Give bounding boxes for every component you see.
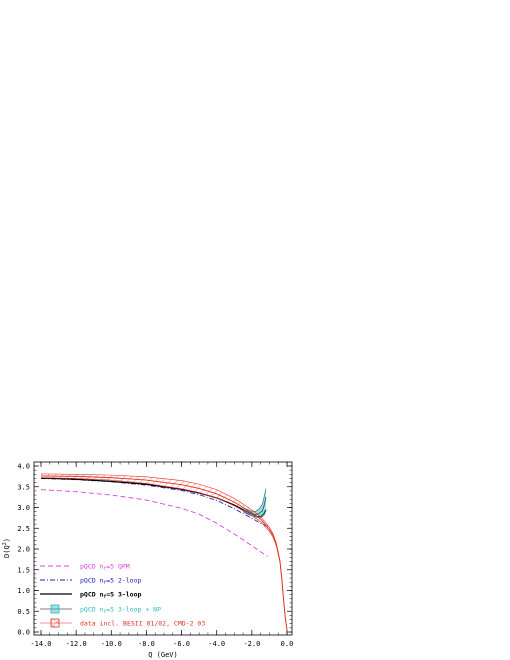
x-tick-label: -4.0 (208, 640, 225, 648)
y-tick-label: 2.0 (17, 546, 30, 554)
y-tick-label: 2.5 (17, 525, 30, 533)
legend-label: pQCD nf=5 QPM (80, 562, 130, 572)
x-tick-label: -6.0 (173, 640, 190, 648)
axes: -14.0 -12.0 -10.0 -8.0 -6.0 -4.0 -2.0 0.0 0.0 0.5… (17, 462, 293, 648)
series-4-upper-edge (40, 473, 288, 630)
plot-frame (33, 461, 293, 636)
legend-sample-box-cross (51, 619, 59, 627)
x-axis-title: Q (GeV) (148, 651, 178, 659)
y-axis-title: D(Q2) (2, 538, 11, 558)
x-tick-label: -10.0 (101, 640, 122, 648)
series-0-line (40, 489, 268, 557)
x-tick-label: -12.0 (66, 640, 87, 648)
y-tick-label: 3.5 (17, 483, 30, 491)
y-tick-label: 1.5 (17, 566, 30, 574)
x-tick-label: -14.0 (30, 640, 51, 648)
series-4-central-line (40, 475, 288, 630)
legend-label: pQCD nf=5 2-loop (80, 576, 142, 586)
y-tick-label: 3.0 (17, 504, 30, 512)
x-tick-label: -2.0 (243, 640, 260, 648)
legend: pQCD nf=5 QPM pQCD nf=5 2-loop pQCD nf=5 3… (40, 562, 205, 628)
legend-label: data incl. BESII 01/02, CMD-2 03 (80, 619, 205, 627)
series-4-lower-edge (40, 477, 288, 630)
legend-sample-box (50, 604, 60, 614)
x-tick-label: -8.0 (138, 640, 155, 648)
legend-label: pQCD nf=5 3-loop (80, 590, 142, 600)
x-tick-label: 0.0 (281, 640, 294, 648)
series-layer (40, 473, 288, 630)
series-4-band (41, 473, 287, 630)
y-tick-label: 0.5 (17, 608, 30, 616)
y-tick-label: 4.0 (17, 463, 30, 471)
legend-label: pQCD nf=5 3-loop + NP (80, 605, 161, 615)
y-tick-label: 1.0 (17, 587, 30, 595)
y-tick-label: 0.0 (17, 629, 30, 637)
